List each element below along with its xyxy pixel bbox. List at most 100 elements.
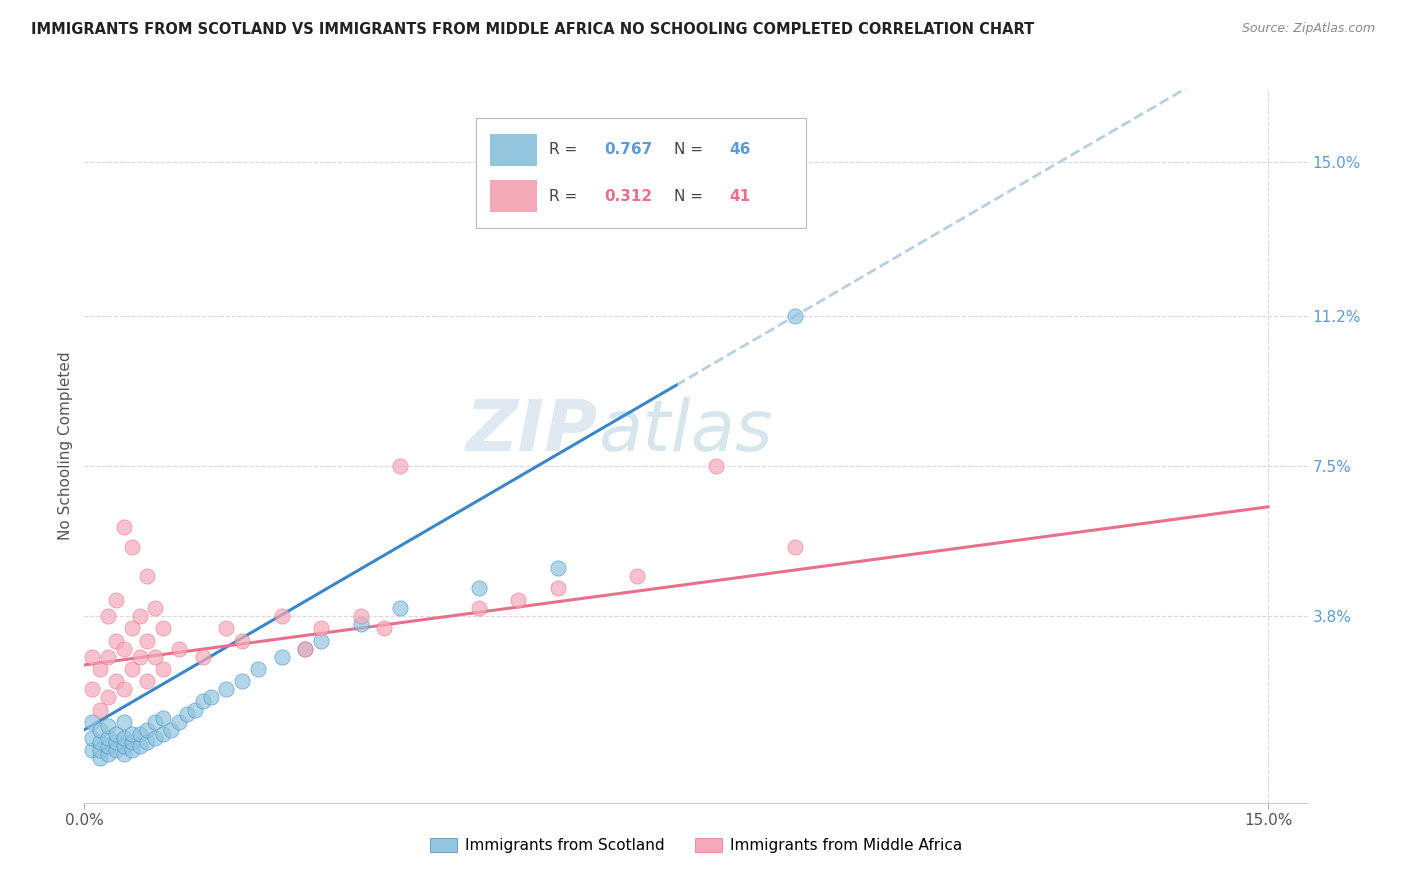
Point [389, 459, 412, 474]
FancyBboxPatch shape [475, 118, 806, 228]
Point [121, 743, 143, 757]
Point [112, 682, 135, 697]
Point [121, 727, 143, 741]
Point [104, 727, 127, 741]
Point [294, 641, 316, 656]
Point [191, 694, 214, 708]
Point [136, 723, 159, 737]
Point [89, 743, 111, 757]
Text: 46: 46 [728, 143, 751, 157]
Point [82, 682, 104, 697]
Text: atlas: atlas [598, 397, 773, 467]
Text: 0.767: 0.767 [605, 143, 652, 157]
Point [97, 747, 120, 761]
Point [145, 731, 167, 745]
Point [783, 310, 806, 324]
Text: IMMIGRANTS FROM SCOTLAND VS IMMIGRANTS FROM MIDDLE AFRICA NO SCHOOLING COMPLETED: IMMIGRANTS FROM SCOTLAND VS IMMIGRANTS F… [31, 22, 1035, 37]
Point [128, 739, 150, 753]
Point [104, 743, 127, 757]
Point [389, 601, 412, 615]
Point [112, 520, 135, 534]
Bar [491, 180, 537, 212]
Point [97, 739, 120, 753]
Point [160, 723, 183, 737]
Text: ZIP: ZIP [465, 397, 598, 467]
Point [97, 719, 120, 733]
Point [128, 649, 150, 664]
Point [246, 662, 269, 676]
Point [104, 735, 127, 749]
Point [152, 662, 174, 676]
Point [167, 641, 190, 656]
Bar [491, 134, 537, 166]
Point [89, 723, 111, 737]
Point [215, 622, 238, 636]
Point [82, 714, 104, 729]
Point [112, 747, 135, 761]
Point [176, 706, 198, 721]
Point [270, 649, 292, 664]
Point [136, 674, 159, 689]
Point [270, 609, 292, 624]
Point [112, 739, 135, 753]
Point [152, 622, 174, 636]
Text: 41: 41 [728, 189, 751, 203]
Point [112, 714, 135, 729]
Point [547, 581, 569, 595]
Point [97, 690, 120, 705]
Point [97, 609, 120, 624]
Point [184, 702, 207, 716]
Point [152, 711, 174, 725]
Text: N =: N = [673, 143, 707, 157]
Text: 0.312: 0.312 [605, 189, 652, 203]
Text: R =: R = [550, 189, 582, 203]
Point [309, 633, 332, 648]
Point [373, 622, 395, 636]
Point [82, 649, 104, 664]
Point [349, 617, 371, 632]
Point [121, 735, 143, 749]
Point [104, 674, 127, 689]
Point [231, 674, 253, 689]
Point [128, 727, 150, 741]
Point [82, 743, 104, 757]
Point [349, 609, 371, 624]
Point [704, 459, 727, 474]
Legend: Immigrants from Scotland, Immigrants from Middle Africa: Immigrants from Scotland, Immigrants fro… [423, 832, 969, 859]
Point [547, 560, 569, 574]
Point [136, 735, 159, 749]
Point [294, 641, 316, 656]
Point [121, 662, 143, 676]
Point [136, 633, 159, 648]
Point [231, 633, 253, 648]
Point [89, 662, 111, 676]
Point [97, 731, 120, 745]
Y-axis label: No Schooling Completed: No Schooling Completed [58, 351, 73, 541]
Point [468, 601, 491, 615]
Point [136, 568, 159, 582]
Point [152, 727, 174, 741]
Point [128, 609, 150, 624]
Point [145, 649, 167, 664]
Point [508, 593, 530, 607]
Text: R =: R = [550, 143, 582, 157]
Point [89, 751, 111, 765]
Point [215, 682, 238, 697]
Point [121, 622, 143, 636]
Point [112, 641, 135, 656]
Text: Source: ZipAtlas.com: Source: ZipAtlas.com [1241, 22, 1375, 36]
Point [468, 581, 491, 595]
Point [104, 593, 127, 607]
Point [309, 622, 332, 636]
Point [89, 702, 111, 716]
Text: N =: N = [673, 189, 707, 203]
Point [104, 633, 127, 648]
Point [626, 568, 648, 582]
Point [145, 714, 167, 729]
Point [191, 649, 214, 664]
Point [167, 714, 190, 729]
Point [82, 731, 104, 745]
Point [89, 735, 111, 749]
Point [97, 649, 120, 664]
Point [783, 541, 806, 555]
